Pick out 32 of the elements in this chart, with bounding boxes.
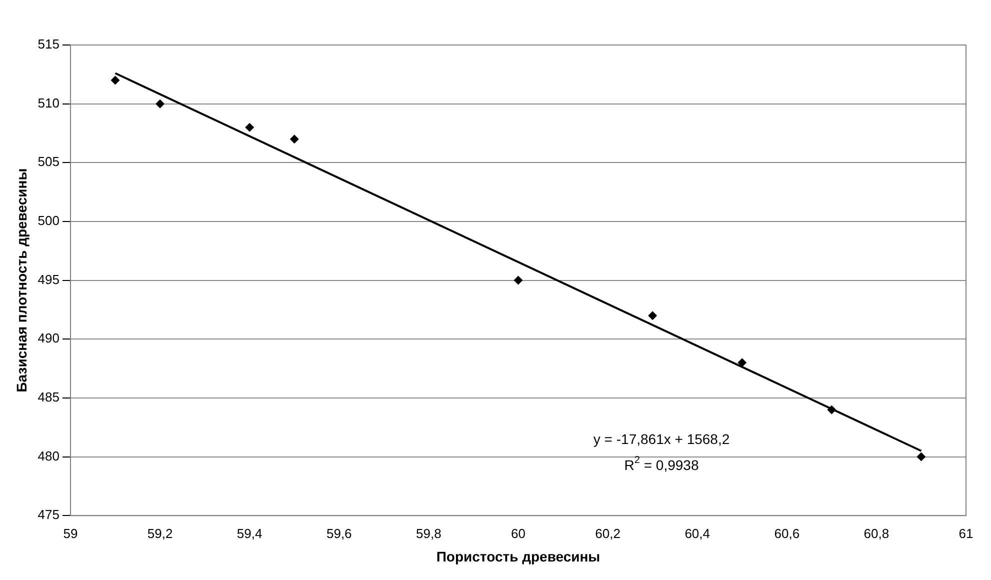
point	[290, 134, 299, 144]
x-tick-label: 60,4	[684, 526, 710, 541]
point	[245, 122, 254, 132]
point	[648, 311, 658, 320]
y-tick-label: 485	[38, 390, 60, 405]
point	[514, 276, 523, 285]
y-tick-label: 515	[38, 36, 60, 52]
x-tick-label: 61	[958, 526, 974, 541]
x-tick-label: 59,4	[236, 526, 262, 541]
point	[916, 452, 926, 462]
point	[156, 99, 165, 108]
y-tick-label: 475	[38, 507, 60, 522]
y-tick-label: 510	[38, 95, 60, 110]
x-tick-label: 60,6	[774, 526, 800, 541]
x-tick-label: 60,8	[864, 526, 890, 541]
y-axis-title: Базисная плотность древесины	[13, 168, 30, 392]
x-tick-label: 59	[63, 526, 78, 541]
x-tick-label: 60,2	[595, 526, 620, 541]
point	[738, 358, 747, 368]
point	[827, 405, 836, 414]
y-tick-label: 500	[38, 213, 60, 228]
y-tick-label: 495	[38, 272, 60, 287]
x-tick-label: 59,6	[326, 526, 352, 541]
x-tick-label: 60	[511, 526, 526, 541]
x-tick-label: 59,8	[416, 526, 442, 541]
annotation: y = -17,861x + 1568,2	[593, 431, 730, 448]
y-tick-label: 480	[38, 448, 60, 464]
point	[110, 76, 120, 85]
x-axis-title: Пористость древесины	[436, 548, 600, 564]
y-tick-label: 490	[38, 330, 60, 346]
y-tick-label: 505	[38, 154, 60, 170]
x-tick-label: 59,2	[147, 526, 173, 541]
